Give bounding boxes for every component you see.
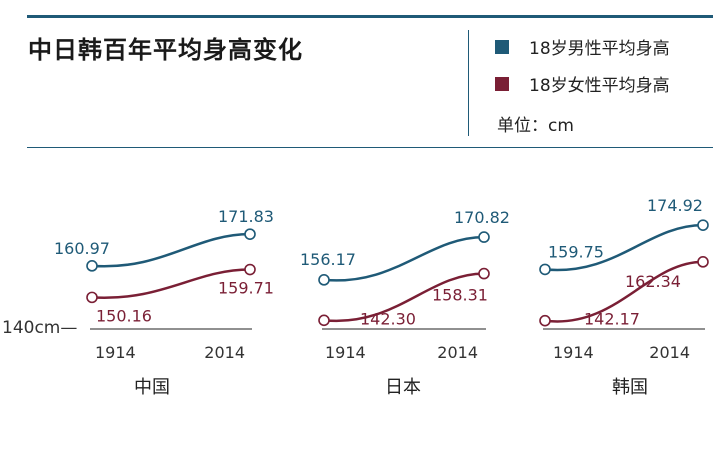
baseline-label: 140cm— bbox=[2, 318, 77, 338]
data-point-0-0-0 bbox=[86, 260, 98, 272]
top-rule bbox=[27, 15, 713, 18]
data-label-2-1-0: 142.17 bbox=[584, 310, 640, 329]
data-point-0-0-1 bbox=[244, 228, 256, 240]
data-label-0-0-1: 171.83 bbox=[218, 207, 274, 226]
legend-female: 18岁女性平均身高 bbox=[495, 71, 670, 96]
unit-label: 单位：cm bbox=[497, 116, 574, 136]
series-line-2-1 bbox=[544, 260, 704, 323]
legend-female-label: 18岁女性平均身高 bbox=[529, 76, 670, 96]
x-tick-label: 1914 bbox=[325, 343, 366, 362]
data-label-1-0-1: 170.82 bbox=[454, 208, 510, 227]
data-label-2-1-1: 162.34 bbox=[625, 272, 681, 291]
data-point-1-1-1 bbox=[478, 267, 490, 280]
series-line-1-1 bbox=[323, 272, 485, 323]
country-label: 日本 bbox=[385, 377, 421, 398]
data-point-0-1-1 bbox=[244, 263, 256, 276]
legend-male-swatch bbox=[495, 39, 509, 54]
series-line-2-0 bbox=[544, 223, 704, 272]
data-point-2-1-1 bbox=[697, 256, 709, 268]
header-divider bbox=[468, 30, 469, 136]
country-label: 中国 bbox=[134, 377, 170, 398]
x-tick-label: 2014 bbox=[437, 343, 478, 362]
header-rule bbox=[27, 147, 713, 148]
x-tick-label: 1914 bbox=[553, 343, 594, 362]
legend-male: 18岁男性平均身高 bbox=[495, 34, 670, 59]
data-label-0-1-1: 159.71 bbox=[218, 279, 274, 298]
data-point-2-0-0 bbox=[539, 263, 551, 276]
series-line-0-0 bbox=[91, 232, 251, 268]
data-label-1-1-1: 158.31 bbox=[432, 286, 488, 305]
data-point-2-0-1 bbox=[697, 219, 709, 231]
data-label-1-1-0: 142.30 bbox=[360, 309, 416, 328]
data-label-0-1-0: 150.16 bbox=[96, 306, 152, 325]
x-tick-label: 2014 bbox=[204, 343, 245, 362]
data-point-2-1-0 bbox=[539, 314, 551, 327]
legend-female-swatch bbox=[495, 76, 509, 91]
data-label-1-0-0: 156.17 bbox=[300, 250, 356, 269]
series-line-0-1 bbox=[91, 268, 251, 299]
chart-title: 中日韩百年平均身高变化 bbox=[28, 36, 303, 64]
x-tick-label: 1914 bbox=[95, 343, 136, 362]
series-line-1-0 bbox=[323, 235, 485, 282]
data-label-2-0-0: 159.75 bbox=[548, 242, 604, 261]
data-label-2-0-1: 174.92 bbox=[647, 196, 703, 215]
data-point-1-0-1 bbox=[478, 231, 490, 243]
country-label: 韩国 bbox=[612, 377, 648, 398]
legend-male-label: 18岁男性平均身高 bbox=[529, 39, 670, 59]
data-point-1-0-0 bbox=[318, 274, 330, 286]
data-label-0-0-0: 160.97 bbox=[54, 239, 110, 258]
data-point-1-1-0 bbox=[318, 314, 330, 327]
x-tick-label: 2014 bbox=[649, 343, 690, 362]
data-point-0-1-0 bbox=[86, 291, 98, 304]
